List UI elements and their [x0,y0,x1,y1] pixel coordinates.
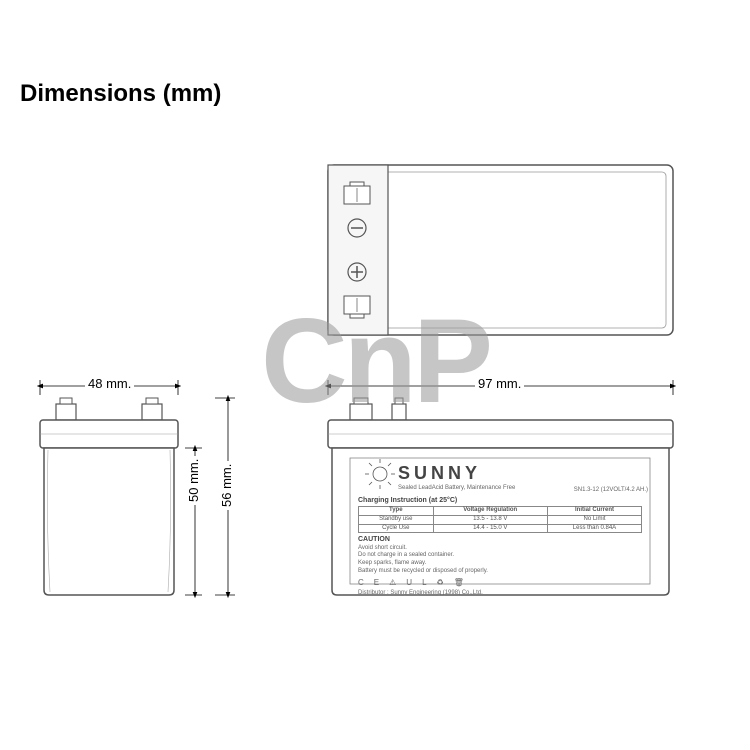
battery-label: SUNNY Sealed LeadAcid Battery, Maintenan… [398,462,648,495]
cert-icons: CE⚠UL♻🗑 [358,578,644,588]
cert-recycle-icon: ♻ [437,578,454,587]
cert-warn-icon: ⚠ [389,578,406,587]
instruction-table: Type Voltage Regulation Initial Current … [358,506,642,533]
caution-line-3: Battery must be recycled or disposed of … [358,568,644,576]
th-current: Initial Current [547,507,641,516]
caution-title: CAUTION [358,535,644,544]
td-r0c2: No Limit [547,515,641,524]
th-type: Type [359,507,434,516]
td-r1c1: 14.4 - 15.0 V [433,524,547,533]
td-r0c0: Standby use [359,515,434,524]
th-voltage: Voltage Regulation [433,507,547,516]
td-r0c1: 13.5 - 13.8 V [433,515,547,524]
caution-line-2: Keep sparks, flame away. [358,560,644,568]
td-r1c2: Less than 0.84A [547,524,641,533]
td-r1c0: Cycle Use [359,524,434,533]
caution-line-1: Do not charge in a sealed container. [358,552,644,560]
distributor-line: Distributor : Sunny Engineering (1998) C… [358,590,644,598]
cert-bin-icon: 🗑 [454,578,474,587]
dim-width-front: 97 mm. [475,376,524,391]
dim-width-side: 48 mm. [85,376,134,391]
dim-height-body: 50 mm. [186,456,201,505]
caution-line-0: Avoid short circuit. [358,545,644,553]
cert-ul-icon: UL [406,578,436,587]
cert-ce-icon: CE [358,578,389,587]
dim-height-total: 56 mm. [219,461,234,510]
charging-section: Charging Instruction (at 25°C) Type Volt… [358,494,644,598]
instruction-title: Charging Instruction (at 25°C) [358,496,644,505]
brand-name: SUNNY [398,463,481,483]
dimension-lines [0,0,750,750]
